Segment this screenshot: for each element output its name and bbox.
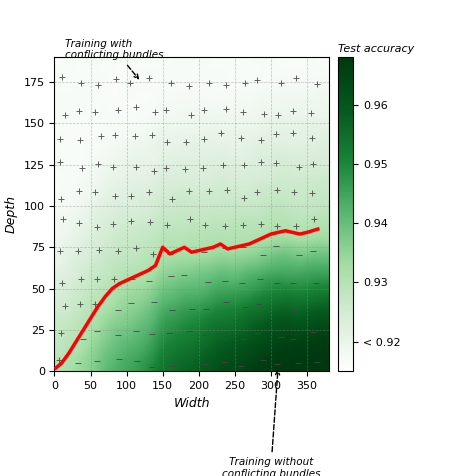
X-axis label: Width: Width (173, 397, 210, 409)
Y-axis label: Depth: Depth (5, 195, 18, 233)
Text: Training without
conflicting bundles: Training without conflicting bundles (222, 371, 320, 476)
Text: Test accuracy: Test accuracy (338, 44, 414, 54)
Text: Training with
conflicting bundles: Training with conflicting bundles (65, 39, 164, 79)
